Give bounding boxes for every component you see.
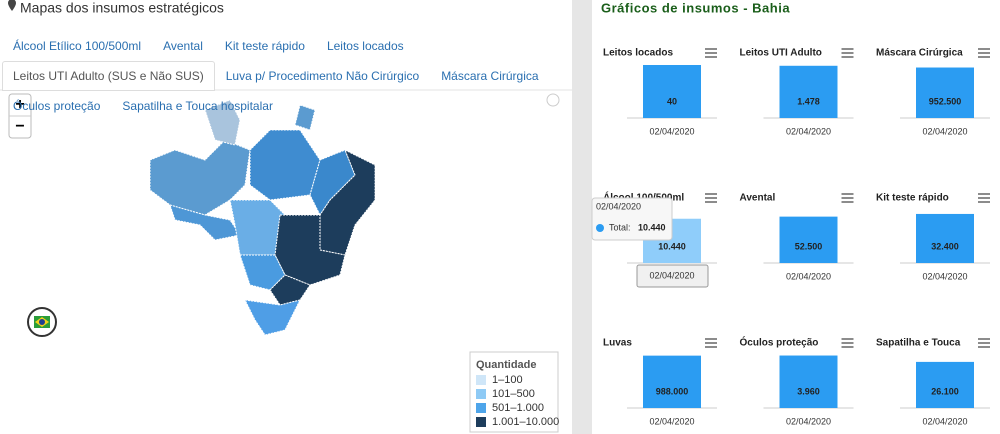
state xyxy=(294,104,316,131)
value-label: 52.500 xyxy=(795,241,823,251)
legend-swatch xyxy=(476,389,486,399)
state xyxy=(269,274,311,306)
map-title: Mapas dos insumos estratégicos xyxy=(20,0,224,16)
tooltip-title: 02/04/2020 xyxy=(596,201,641,211)
divider xyxy=(572,0,592,434)
value-label: 10.440 xyxy=(658,241,686,251)
pin-icon xyxy=(8,0,16,11)
value-label: 1.478 xyxy=(797,96,820,106)
value-label: 32.400 xyxy=(931,241,959,251)
chart-title: Óculos proteção xyxy=(740,336,819,349)
bar xyxy=(916,213,974,263)
map xyxy=(149,99,376,336)
bar xyxy=(916,361,974,408)
x-tick-label: 02/04/2020 xyxy=(649,126,694,136)
tab[interactable]: Leitos locados xyxy=(326,39,404,53)
bar xyxy=(779,65,838,118)
tooltip-value: 10.440 xyxy=(638,222,666,232)
state xyxy=(149,139,251,216)
legend-swatch xyxy=(476,375,486,385)
bar xyxy=(916,67,974,118)
tab[interactable]: Máscara Cirúrgica xyxy=(441,69,539,83)
chart-title: Leitos locados xyxy=(603,48,673,59)
x-tick-label: 02/04/2020 xyxy=(786,416,831,426)
tab[interactable]: Luva p/ Procedimento Não Cirúrgico xyxy=(225,69,420,83)
tab[interactable]: Óculos proteção xyxy=(13,99,101,113)
legend-swatch xyxy=(476,403,486,413)
value-label: 952.500 xyxy=(929,96,962,106)
bar xyxy=(779,355,838,408)
panel-title: Gráficos de insumos - Bahia xyxy=(601,0,790,15)
tooltip-dot xyxy=(596,224,604,232)
legend-title: Quantidade xyxy=(476,359,537,371)
legend-label: 501–1.000 xyxy=(492,402,544,414)
x-tick-label: 02/04/2020 xyxy=(922,126,967,136)
chart-title: Luvas xyxy=(603,338,632,349)
tab[interactable]: Leitos UTI Adulto (SUS e Não SUS) xyxy=(2,61,215,91)
state xyxy=(249,129,321,201)
x-tick-label: 02/04/2020 xyxy=(786,126,831,136)
state xyxy=(204,99,241,146)
chart-title: Leitos UTI Adulto xyxy=(740,48,822,59)
x-tick-label: 02/04/2020 xyxy=(649,416,694,426)
legend-label: 101–500 xyxy=(492,388,535,400)
bar xyxy=(643,65,701,118)
category-box xyxy=(636,264,709,288)
legend: Quantidade 1–100 101–500 501–1.000 1.001–10… xyxy=(469,351,559,433)
toggle[interactable] xyxy=(546,93,560,107)
category-label: 02/04/2020 xyxy=(649,270,694,280)
value-label: 988.000 xyxy=(656,386,689,396)
tab[interactable]: Sapatilha e Touca hospitalar xyxy=(122,99,273,113)
zoom-out[interactable]: − xyxy=(15,118,24,135)
tab[interactable]: Kit teste rápido xyxy=(224,39,305,53)
tab[interactable]: Avental xyxy=(163,39,203,53)
legend-label: 1–100 xyxy=(492,374,523,386)
chart-title: Máscara Cirúrgica xyxy=(876,48,963,59)
chart-title: Kit teste rápido xyxy=(876,193,949,204)
reset-button[interactable] xyxy=(27,307,57,337)
value-label: 3.960 xyxy=(797,386,820,396)
zoom-in[interactable]: + xyxy=(15,96,24,113)
chart-title: Sapatilha e Touca xyxy=(876,338,961,349)
x-tick-label: 02/04/2020 xyxy=(786,271,831,281)
tab-bar: Álcool Etílico 100/500ml Avental Kit teste… xyxy=(2,31,562,121)
tab[interactable]: Álcool Etílico 100/500ml xyxy=(13,39,142,53)
state xyxy=(244,299,301,336)
value-label: 40 xyxy=(667,96,677,106)
legend-swatch xyxy=(476,417,486,427)
chart-title: Avental xyxy=(740,193,776,204)
state xyxy=(169,204,241,241)
legend-label: 1.001–10.000 xyxy=(492,416,559,428)
tooltip-box xyxy=(591,197,673,241)
value-label: 26.100 xyxy=(931,386,959,396)
bar xyxy=(779,216,838,263)
x-tick-label: 02/04/2020 xyxy=(922,271,967,281)
state xyxy=(274,214,346,286)
x-tick-label: 02/04/2020 xyxy=(922,416,967,426)
bar xyxy=(643,355,701,408)
tooltip-label: Total: xyxy=(609,222,631,232)
